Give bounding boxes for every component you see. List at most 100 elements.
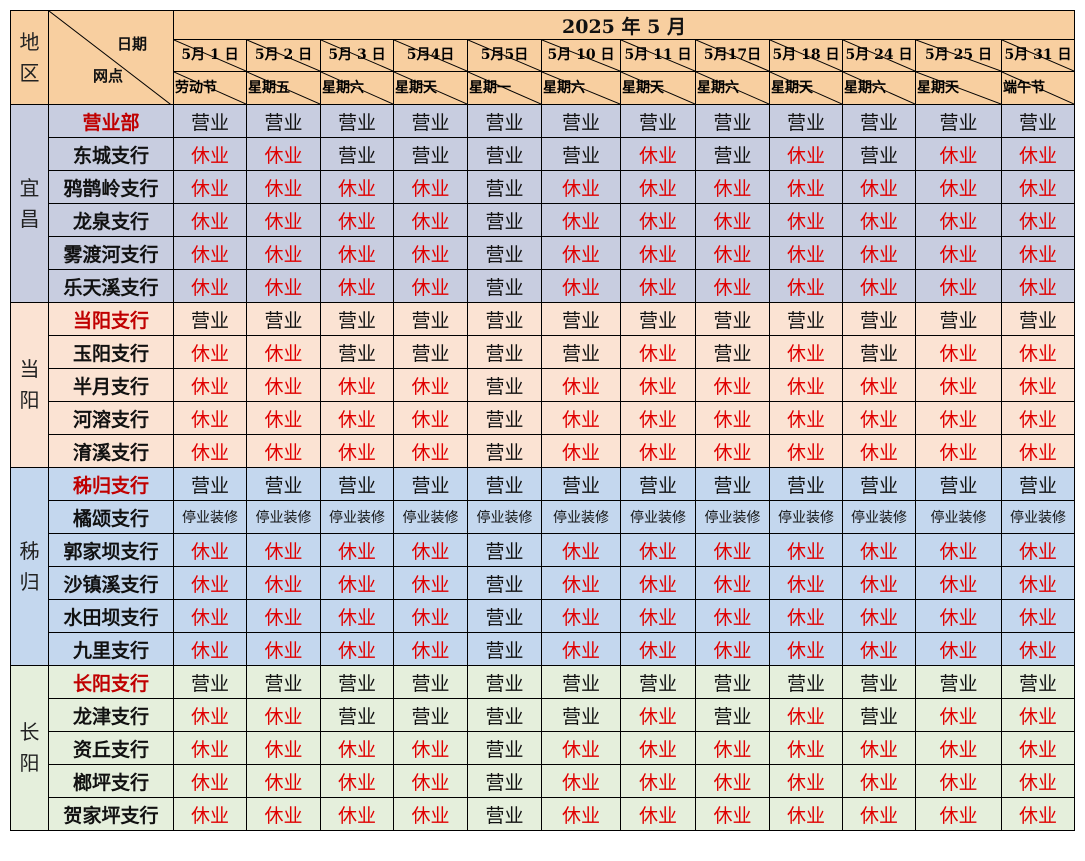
status-cell-open: 营业	[842, 467, 916, 501]
status-cell-closed: 休业	[1001, 731, 1075, 765]
diagonal-line	[49, 11, 171, 104]
date-header-cell: 5月 2 日	[246, 39, 321, 72]
table-row: 玉阳支行 休业 休业 营业 营业 营业 营业 休业 营业 休业 营业 休业 休业	[11, 335, 1075, 369]
weekday-label: 星期天	[771, 80, 813, 96]
status-cell-closed: 休业	[246, 698, 321, 732]
status-cell-closed: 休业	[246, 566, 321, 600]
status-cell-open: 营业	[1001, 302, 1075, 336]
table-row: 龙泉支行 休业 休业 休业 休业 营业 休业 休业 休业 休业 休业 休业 休业	[11, 203, 1075, 237]
status-cell-open: 营业	[1001, 467, 1075, 501]
diagonal-line	[696, 72, 769, 104]
weekday-header-cell: 星期天	[393, 71, 468, 105]
status-cell-open: 营业	[393, 335, 468, 369]
status-cell-open: 营业	[320, 665, 394, 699]
status-cell-closed: 休业	[320, 269, 394, 303]
status-cell-open: 营业	[467, 467, 542, 501]
diagonal-line	[394, 40, 467, 71]
table-row: 鸦鹊岭支行 休业 休业 休业 休业 营业 休业 休业 休业 休业 休业 休业 休业	[11, 170, 1075, 204]
status-cell-closed: 休业	[320, 203, 394, 237]
status-cell-closed: 休业	[1001, 236, 1075, 270]
status-cell-closed: 休业	[173, 632, 247, 666]
status-cell-open: 营业	[173, 665, 247, 699]
status-cell-closed: 休业	[246, 236, 321, 270]
branch-name: 橘颂支行	[48, 500, 174, 534]
status-cell-open: 营业	[173, 302, 247, 336]
diagonal-line	[843, 72, 915, 104]
status-cell-closed: 休业	[620, 533, 696, 567]
table-row: 淯溪支行 休业 休业 休业 休业 营业 休业 休业 休业 休业 休业 休业 休业	[11, 434, 1075, 468]
branch-name: 东城支行	[48, 137, 174, 171]
status-cell-closed: 休业	[769, 434, 843, 468]
status-cell-closed: 休业	[842, 599, 916, 633]
status-cell-open: 营业	[320, 104, 394, 138]
diagonal-line	[247, 40, 320, 71]
table-row: 乐天溪支行 休业 休业 休业 休业 营业 休业 休业 休业 休业 休业 休业 休业	[11, 269, 1075, 303]
status-cell-closed: 休业	[842, 566, 916, 600]
status-cell-closed: 休业	[173, 533, 247, 567]
status-cell-closed: 休业	[173, 137, 247, 171]
weekday-label: 星期六	[697, 80, 739, 96]
region-name-char: 昌	[19, 206, 40, 231]
status-cell-closed: 休业	[695, 632, 770, 666]
status-cell-open: 营业	[842, 335, 916, 369]
status-cell-open: 营业	[695, 665, 770, 699]
diagonal-line	[1002, 40, 1074, 71]
status-cell-closed: 休业	[393, 599, 468, 633]
status-cell-closed: 休业	[915, 566, 1002, 600]
region-name-char: 归	[19, 569, 40, 594]
status-cell-closed: 休业	[541, 731, 621, 765]
status-cell-open: 营业	[467, 764, 542, 798]
status-cell-open: 营业	[320, 137, 394, 171]
diagonal-line	[1002, 72, 1074, 104]
status-cell-renovation: 停业装修	[246, 500, 321, 534]
status-cell-open: 营业	[173, 467, 247, 501]
status-cell-closed: 休业	[393, 533, 468, 567]
status-cell-closed: 休业	[173, 434, 247, 468]
status-cell-closed: 休业	[393, 566, 468, 600]
date-header-cell: 5月 18 日	[769, 39, 843, 72]
status-cell-closed: 休业	[320, 236, 394, 270]
status-cell-closed: 休业	[320, 401, 394, 435]
status-cell-closed: 休业	[541, 632, 621, 666]
status-cell-closed: 休业	[842, 764, 916, 798]
status-cell-closed: 休业	[695, 797, 770, 831]
branch-name: 水田坝支行	[48, 599, 174, 633]
status-cell-closed: 休业	[842, 269, 916, 303]
date-header-cell: 5月 25 日	[915, 39, 1002, 72]
status-cell-open: 营业	[915, 104, 1002, 138]
status-cell-closed: 休业	[173, 269, 247, 303]
status-cell-open: 营业	[467, 665, 542, 699]
weekday-header-cell: 星期天	[769, 71, 843, 105]
status-cell-renovation: 停业装修	[393, 500, 468, 534]
status-cell-renovation: 停业装修	[915, 500, 1002, 534]
status-cell-closed: 休业	[1001, 434, 1075, 468]
status-cell-closed: 休业	[769, 401, 843, 435]
weekday-header-cell: 星期六	[695, 71, 770, 105]
region-cell: 宜昌	[10, 104, 49, 303]
status-cell-open: 营业	[467, 170, 542, 204]
status-cell-closed: 休业	[695, 599, 770, 633]
status-cell-closed: 休业	[769, 698, 843, 732]
status-cell-closed: 休业	[320, 599, 394, 633]
weekday-header-cell: 星期六	[541, 71, 621, 105]
diagonal-line	[696, 40, 769, 71]
status-cell-closed: 休业	[393, 764, 468, 798]
status-cell-open: 营业	[695, 104, 770, 138]
weekday-label: 星期一	[469, 80, 511, 96]
status-cell-open: 营业	[915, 467, 1002, 501]
table-row: 橘颂支行 停业装修 停业装修 停业装修 停业装修 停业装修 停业装修 停业装修 停业装修 停业装修…	[11, 500, 1075, 534]
status-cell-closed: 休业	[915, 632, 1002, 666]
status-cell-closed: 休业	[620, 236, 696, 270]
region-cell: 秭归	[10, 467, 49, 666]
status-cell-closed: 休业	[246, 533, 321, 567]
status-cell-renovation: 停业装修	[173, 500, 247, 534]
region-header-char: 地	[19, 29, 40, 54]
table-row: 河溶支行 休业 休业 休业 休业 营业 休业 休业 休业 休业 休业 休业 休业	[11, 401, 1075, 435]
status-cell-closed: 休业	[1001, 170, 1075, 204]
status-cell-closed: 休业	[541, 797, 621, 831]
status-cell-closed: 休业	[915, 434, 1002, 468]
status-cell-open: 营业	[541, 104, 621, 138]
status-cell-open: 营业	[467, 368, 542, 402]
status-cell-open: 营业	[467, 698, 542, 732]
status-cell-open: 营业	[620, 665, 696, 699]
